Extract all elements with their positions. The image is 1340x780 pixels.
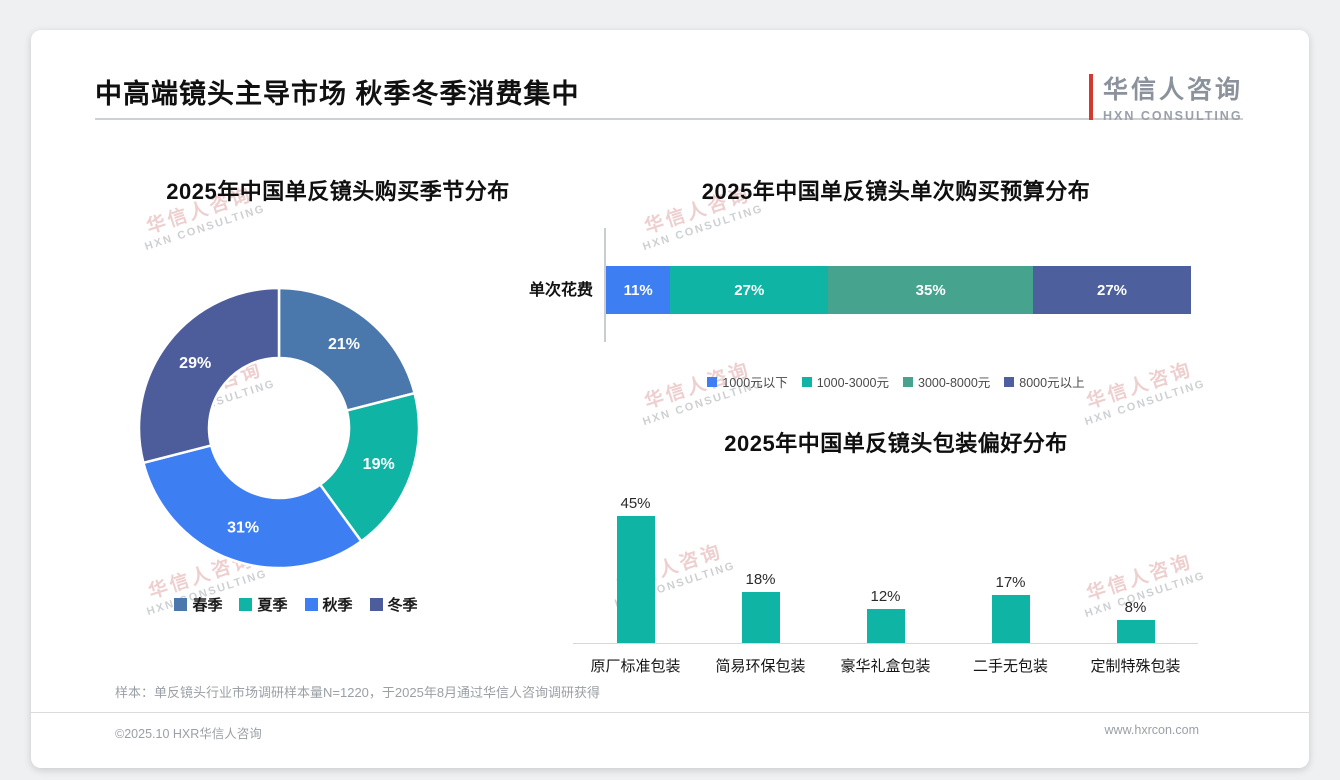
season-legend: 春季 夏季 秋季 冬季 bbox=[131, 594, 461, 615]
bar-column: 8% bbox=[1073, 599, 1198, 643]
bar bbox=[1116, 620, 1155, 643]
legend-swatch bbox=[801, 376, 812, 387]
legend-item: 3000-8000元 bbox=[903, 372, 990, 391]
legend-swatch bbox=[369, 598, 383, 611]
bar bbox=[616, 516, 655, 643]
packaging-category-axis: 原厂标准包装 简易环保包装 豪华礼盒包装 二手无包装 定制特殊包装 bbox=[573, 644, 1198, 676]
donut-segment bbox=[318, 391, 421, 544]
bar bbox=[991, 595, 1030, 643]
bar-column: 17% bbox=[948, 574, 1073, 643]
stacked-bar-segment: 11% bbox=[606, 266, 671, 314]
packaging-baseline bbox=[573, 643, 1198, 644]
page-title: 中高端镜头主导市场 秋季冬季消费集中 bbox=[95, 79, 580, 109]
budget-stacked-bar: 11% 27% 35% 27% bbox=[606, 266, 1191, 314]
bar-value-label: 45% bbox=[620, 495, 651, 513]
bar bbox=[866, 609, 905, 643]
legend-item: 1000元以下 bbox=[707, 372, 788, 391]
footer-bar: ©2025.10 HXR华信人咨询 www.hxrcon.com bbox=[31, 712, 1309, 768]
report-content: 中高端镜头主导市场 秋季冬季消费集中 华信人咨询 HXN CONSULTING … bbox=[31, 30, 1309, 768]
stacked-bar-segment: 27% bbox=[1033, 266, 1191, 314]
logo-en: HXN CONSULTING bbox=[1102, 109, 1243, 123]
bar-column: 12% bbox=[823, 588, 948, 643]
bar-category-label: 原厂标准包装 bbox=[590, 658, 681, 675]
logo-cn: 华信人咨询 bbox=[1102, 76, 1243, 104]
season-chart-title: 2025年中国单反镜头购买季节分布 bbox=[166, 179, 510, 204]
bar-category-label: 定制特殊包装 bbox=[1090, 658, 1181, 675]
legend-item: 夏季 bbox=[239, 594, 288, 615]
legend-item: 冬季 bbox=[369, 594, 418, 615]
packaging-plot-area: 45% 18% 12% 17% 8% bbox=[573, 490, 1198, 643]
legend-item: 秋季 bbox=[304, 594, 353, 615]
legend-item: 8000元以上 bbox=[1004, 372, 1085, 391]
stacked-bar-segment: 27% bbox=[670, 266, 829, 314]
bar-category-label: 二手无包装 bbox=[972, 658, 1048, 675]
header-divider bbox=[95, 118, 1243, 120]
legend-swatch bbox=[903, 376, 913, 387]
bar-value-label: 12% bbox=[870, 588, 901, 606]
legend-item: 1000-3000元 bbox=[801, 372, 889, 391]
packaging-bar-chart: 45% 18% 12% 17% 8% 原厂标准包装 简易环保包装 豪华礼盒包装 二手无包装 定制… bbox=[573, 490, 1198, 676]
legend-label: 秋季 bbox=[322, 597, 353, 614]
bar bbox=[741, 592, 780, 643]
bar-category-label: 豪华礼盒包装 bbox=[840, 658, 931, 675]
donut-segment bbox=[137, 286, 281, 465]
donut-segment-label: 19% bbox=[363, 456, 395, 473]
legend-label: 春季 bbox=[192, 597, 223, 614]
bar-value-label: 8% bbox=[1124, 599, 1147, 617]
donut-segment-label: 21% bbox=[328, 336, 360, 353]
budget-axis-line bbox=[604, 228, 606, 342]
donut-segment bbox=[141, 443, 364, 570]
budget-legend: 1000元以下 1000-3000元 3000-8000元 8000元以上 bbox=[591, 372, 1201, 391]
logo-accent-bar bbox=[1088, 73, 1093, 120]
footer-copyright: ©2025.10 HXR华信人咨询 bbox=[115, 727, 262, 741]
legend-label: 冬季 bbox=[387, 597, 418, 614]
budget-chart-title: 2025年中国单反镜头单次购买预算分布 bbox=[701, 179, 1091, 204]
footer-website: www.hxrcon.com bbox=[1104, 723, 1199, 737]
bar-value-label: 17% bbox=[995, 574, 1026, 592]
legend-label: 8000元以上 bbox=[1019, 376, 1085, 390]
legend-item: 春季 bbox=[174, 594, 222, 615]
legend-label: 3000-8000元 bbox=[918, 376, 991, 390]
brand-logo: 华信人咨询 HXN CONSULTING bbox=[1088, 70, 1243, 123]
donut-segment-label: 31% bbox=[227, 520, 259, 537]
legend-swatch bbox=[304, 598, 318, 611]
legend-swatch bbox=[239, 598, 253, 611]
donut-segment-label: 29% bbox=[179, 355, 211, 372]
bar-column: 45% bbox=[573, 495, 698, 643]
legend-swatch bbox=[1004, 376, 1015, 387]
donut-segment bbox=[277, 286, 417, 413]
legend-swatch bbox=[174, 598, 188, 611]
sample-footnote: 样本：单反镜头行业市场调研样本量N=1220，于2025年8月通过华信人咨询调研… bbox=[115, 685, 601, 700]
legend-label: 1000元以下 bbox=[722, 376, 788, 390]
budget-row-label: 单次花费 bbox=[528, 282, 593, 299]
legend-swatch bbox=[707, 376, 718, 387]
stacked-bar-segment: 35% bbox=[828, 266, 1034, 314]
season-donut-chart: 21% 19% 31% 29% bbox=[137, 286, 421, 570]
bar-category-label: 简易环保包装 bbox=[715, 658, 806, 675]
packaging-chart-title: 2025年中国单反镜头包装偏好分布 bbox=[724, 431, 1068, 456]
legend-label: 夏季 bbox=[257, 597, 288, 614]
bar-value-label: 18% bbox=[745, 571, 776, 589]
logo-text: 华信人咨询 HXN CONSULTING bbox=[1103, 70, 1243, 123]
bar-column: 18% bbox=[698, 571, 823, 643]
legend-label: 1000-3000元 bbox=[816, 376, 889, 390]
